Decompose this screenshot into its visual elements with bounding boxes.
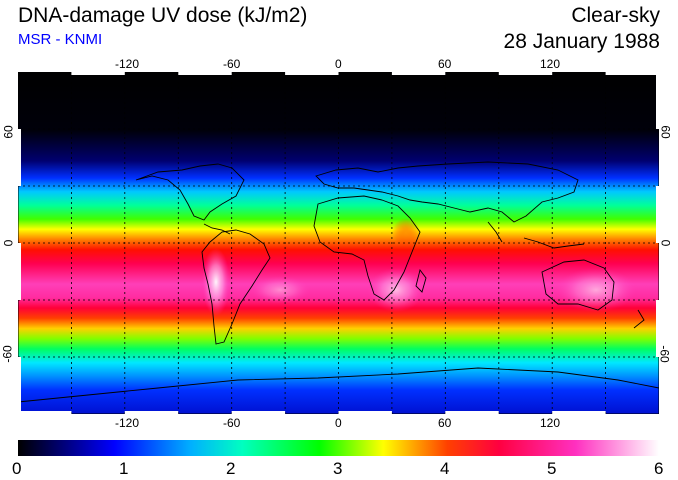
madagascar-coast — [415, 268, 427, 293]
colorbar-label: 1 — [119, 459, 129, 478]
lon-tick-bottom: 0 — [335, 416, 342, 430]
colorbar-label: 6 — [654, 459, 664, 478]
map-frame — [18, 72, 659, 414]
map-gridlines — [18, 72, 659, 414]
africa-coast — [313, 195, 421, 301]
uv-dose-map — [18, 72, 659, 414]
new-zealand-coast — [633, 309, 645, 329]
colorbar — [18, 440, 659, 456]
colorbar-label: 0 — [12, 459, 22, 478]
lon-tick-top: -120 — [115, 57, 140, 71]
lon-tick-bottom: -120 — [115, 416, 140, 430]
andes-hotspot — [202, 248, 230, 316]
lon-tick-top: 60 — [438, 57, 452, 71]
lon-tick-bottom: -60 — [223, 416, 241, 430]
eurasia-coast — [315, 161, 579, 223]
lat-tick-right: 0 — [658, 239, 673, 247]
colorbar-label: 5 — [547, 459, 557, 478]
sky-condition: Clear-sky — [571, 4, 660, 27]
south-america-coast — [201, 229, 271, 345]
africa-hotspot — [368, 268, 424, 312]
map-date: 28 January 1988 — [503, 30, 660, 53]
lon-tick-bottom: 120 — [540, 416, 561, 430]
lon-tick-top: 0 — [335, 57, 342, 71]
indonesia-coast — [523, 237, 585, 249]
map-title: DNA-damage UV dose (kJ/m2) — [18, 4, 308, 27]
australia-coast — [541, 259, 615, 311]
lon-tick-bottom: 60 — [438, 416, 452, 430]
antarctica-coast — [18, 367, 659, 403]
colorbar-label: 2 — [226, 459, 236, 478]
australia-hotspot — [556, 268, 636, 312]
colorbar-label: 3 — [333, 459, 343, 478]
north-america-coast — [135, 163, 245, 221]
lat-tick-left: -60 — [0, 345, 15, 363]
south-atlantic-spot — [250, 276, 310, 304]
lat-tick-right: -60 — [657, 345, 672, 363]
lat-tick-left: 0 — [1, 239, 16, 247]
central-america-coast — [203, 223, 231, 235]
india-coast — [487, 221, 503, 243]
colorbar-gradient — [18, 440, 659, 456]
lon-tick-top: 120 — [540, 57, 561, 71]
lat-tick-left: 60 — [1, 125, 16, 139]
source-label: MSR - KNMI — [18, 31, 103, 48]
colorbar-label: 4 — [440, 459, 450, 478]
coastlines — [18, 161, 659, 403]
lat-tick-right: 60 — [658, 125, 673, 139]
east-africa-spot — [392, 218, 420, 246]
lon-tick-top: -60 — [223, 57, 241, 71]
